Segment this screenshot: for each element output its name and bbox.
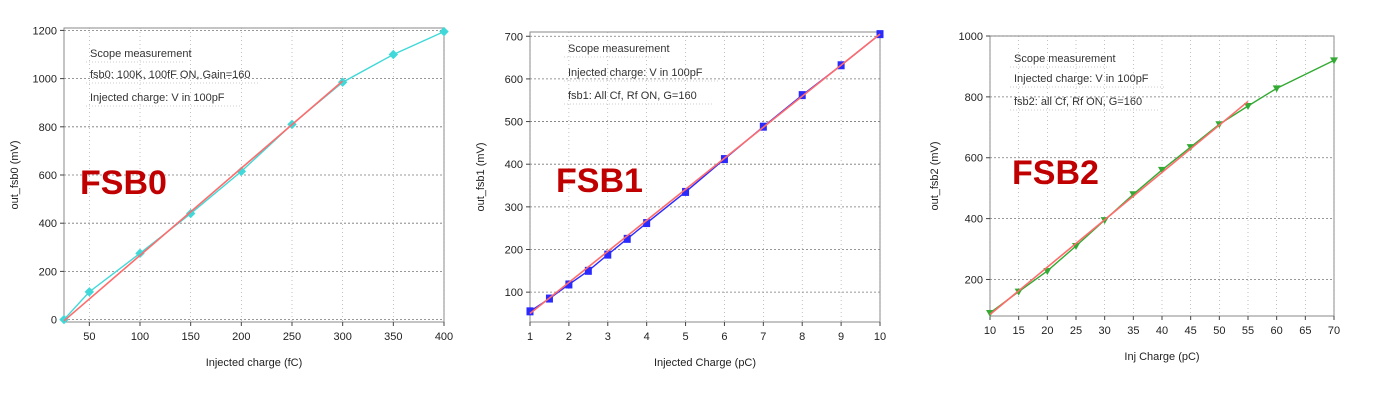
data-point <box>584 266 592 275</box>
data-point <box>643 219 651 228</box>
annotation-line: Scope measurement <box>90 48 192 60</box>
data-point <box>1014 288 1023 296</box>
y-tick-label: 100 <box>505 287 523 299</box>
y-tick-label: 500 <box>505 117 523 129</box>
annotation-line: Scope measurement <box>1014 53 1116 65</box>
data-point <box>135 248 145 259</box>
y-tick-label: 600 <box>505 74 523 86</box>
data-point <box>682 187 690 196</box>
data-point <box>623 234 631 243</box>
data-point <box>1272 85 1281 93</box>
x-tick-label: 50 <box>83 331 95 343</box>
x-tick-label: 9 <box>838 331 844 343</box>
data-point <box>1330 57 1338 65</box>
x-tick-label: 8 <box>799 331 805 343</box>
x-tick-label: 60 <box>1271 325 1283 337</box>
data-point <box>1129 191 1138 199</box>
x-tick-label: 150 <box>181 331 199 343</box>
chart-fsb0: 0 200 400 600 800 1000 1200 50 100 150 200 250 300 35… <box>9 25 453 369</box>
x-tick-label: 400 <box>435 331 453 343</box>
x-tick-label: 55 <box>1242 325 1254 337</box>
x-tick-label: 350 <box>384 331 402 343</box>
x-tick-label: 3 <box>605 331 611 343</box>
x-axis-label: Injected Charge (pC) <box>654 357 756 369</box>
y-axis-label: out_fsb2 (mV) <box>929 141 941 210</box>
x-tick-label: 200 <box>232 331 250 343</box>
y-tick-label: 400 <box>505 159 523 171</box>
x-tick-label: 35 <box>1127 325 1139 337</box>
annotation-line: fsb2: all Cf, Rf ON, G=160 <box>1014 96 1142 108</box>
y-tick-label: 1000 <box>959 31 983 43</box>
y-tick-label: 200 <box>505 245 523 257</box>
y-tick-label: 1000 <box>33 74 57 86</box>
x-tick-label: 15 <box>1013 325 1025 337</box>
x-tick-label: 10 <box>984 325 996 337</box>
y-tick-label: 700 <box>505 31 523 43</box>
data-point <box>1186 144 1195 152</box>
x-tick-label: 250 <box>283 331 301 343</box>
x-tick-label: 1 <box>527 331 533 343</box>
x-tick-label: 10 <box>874 331 886 343</box>
x-tick-label: 4 <box>644 331 650 343</box>
data-point <box>1244 103 1252 110</box>
x-tick-label: 5 <box>682 331 688 343</box>
y-axis-label: out_fsb1 (mV) <box>475 142 487 211</box>
data-point <box>565 280 573 289</box>
chart-fsb1: 100 200 300 400 500 600 700 1 2 3 4 5 6 7 8 9 10 Injected… <box>475 30 886 369</box>
chart-fsb2: 200 400 600 800 1000 10 15 20 25 30 35 40 45 50 55 60 65… <box>929 31 1340 363</box>
annotation-line: Scope measurement <box>568 43 670 55</box>
panel-label: FSB1 <box>556 162 643 200</box>
annotation-line: fsb0: 100K, 100fF ON, Gain=160 <box>90 69 251 81</box>
fit-line <box>63 80 344 322</box>
annotation-line: Injected charge: V in 100pF <box>1014 73 1149 85</box>
data-point <box>798 91 806 100</box>
y-tick-label: 200 <box>965 274 983 286</box>
y-tick-label: 0 <box>51 315 57 327</box>
data-line <box>989 59 1335 314</box>
data-point <box>604 250 612 259</box>
y-tick-label: 1200 <box>33 25 57 37</box>
y-tick-label: 600 <box>965 153 983 165</box>
data-point <box>337 77 348 87</box>
annotation-line: Injected charge: V in 100pF <box>90 92 225 104</box>
x-tick-label: 100 <box>131 331 149 343</box>
data-point <box>1158 166 1166 174</box>
panel-label: FSB2 <box>1012 154 1099 192</box>
y-tick-label: 300 <box>505 202 523 214</box>
x-tick-label: 45 <box>1185 325 1197 337</box>
fit-line <box>989 100 1249 316</box>
data-point <box>526 307 534 316</box>
x-tick-label: 25 <box>1070 325 1082 337</box>
y-tick-label: 800 <box>965 92 983 104</box>
data-point <box>185 208 196 219</box>
x-tick-label: 30 <box>1099 325 1111 337</box>
x-tick-label: 6 <box>721 331 727 343</box>
y-tick-label: 800 <box>39 122 57 134</box>
x-tick-label: 300 <box>333 331 351 343</box>
annotation-line: Injected charge: V in 100pF <box>568 67 703 79</box>
x-tick-label: 20 <box>1041 325 1053 337</box>
data-point <box>388 49 399 60</box>
y-tick-label: 400 <box>39 218 57 230</box>
panel-label: FSB0 <box>80 164 167 202</box>
x-tick-label: 50 <box>1213 325 1225 337</box>
y-tick-label: 200 <box>39 266 57 278</box>
y-axis-label: out_fsb0 (mV) <box>9 140 21 209</box>
annotation-line: fsb1: All Cf, Rf ON, G=160 <box>568 90 697 102</box>
x-tick-label: 65 <box>1299 325 1311 337</box>
y-tick-label: 600 <box>39 170 57 182</box>
x-tick-label: 70 <box>1328 325 1340 337</box>
data-point <box>84 287 95 297</box>
x-tick-label: 7 <box>760 331 766 343</box>
x-axis-label: Injected charge (fC) <box>206 357 303 369</box>
data-point <box>439 26 449 37</box>
x-tick-label: 2 <box>566 331 572 343</box>
fit-line <box>529 33 881 315</box>
x-tick-label: 40 <box>1156 325 1168 337</box>
y-tick-label: 400 <box>965 214 983 226</box>
x-axis-label: Inj Charge (pC) <box>1124 351 1199 363</box>
